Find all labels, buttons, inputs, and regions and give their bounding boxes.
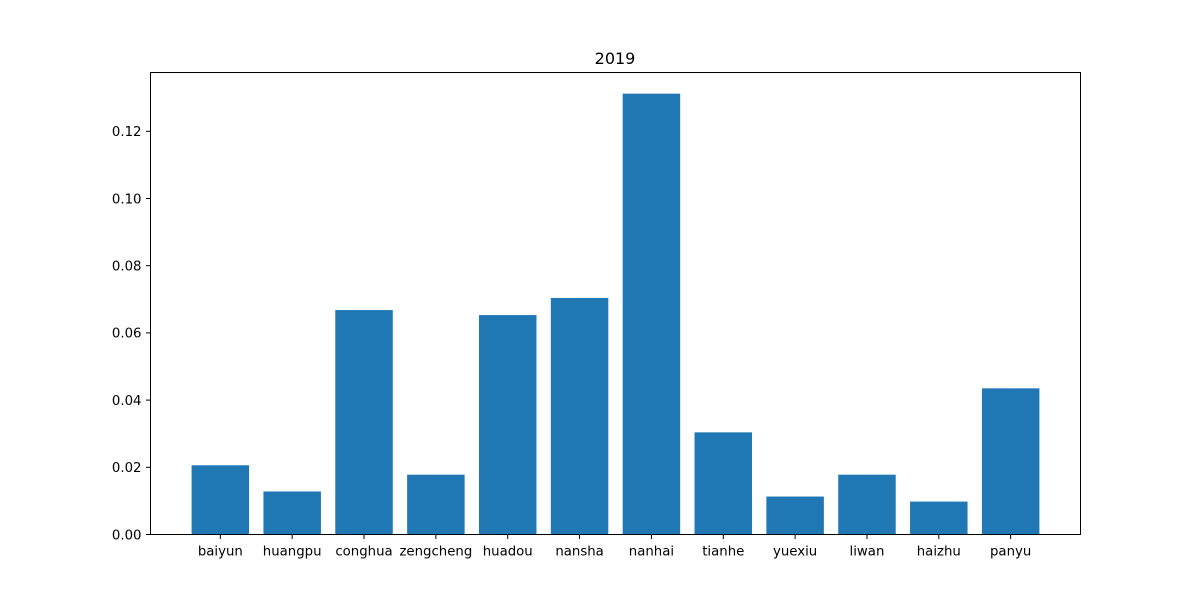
x-tick-label: yuexiu — [773, 545, 817, 560]
x-tick-label: nanhai — [629, 545, 674, 560]
bar-tianhe — [694, 432, 753, 535]
x-tick-label: huadou — [483, 545, 533, 560]
bar-huadou — [478, 315, 537, 535]
x-tick-label: panyu — [990, 545, 1031, 560]
bar-baiyun — [191, 465, 250, 535]
bar-huangpu — [263, 491, 321, 535]
x-tick-label: haizhu — [917, 545, 961, 560]
bar-panyu — [981, 388, 1040, 535]
bar-zengcheng — [407, 474, 465, 535]
chart-title: 2019 — [595, 49, 636, 68]
x-tick-label: nansha — [555, 545, 604, 560]
y-tick-label: 0.08 — [112, 260, 142, 275]
y-tick-label: 0.06 — [112, 327, 142, 342]
y-tick-label: 0.10 — [112, 192, 142, 207]
bar-haizhu — [910, 501, 968, 535]
y-tick-label: 0.00 — [112, 528, 142, 543]
x-axis: baiyun huangpu conghua zengcheng huadou nansh… — [198, 534, 1031, 560]
bar-liwan — [838, 474, 896, 535]
x-tick-label: tianhe — [702, 545, 744, 560]
x-tick-label: baiyun — [198, 545, 243, 560]
bar-conghua — [335, 310, 393, 535]
y-axis: 0.00 0.02 0.04 0.06 0.08 0.10 0.12 — [112, 125, 151, 543]
bars-group — [191, 93, 1040, 535]
x-tick-label: liwan — [850, 545, 885, 560]
x-tick-label: huangpu — [263, 545, 322, 560]
bar-yuexiu — [766, 496, 824, 535]
y-tick-label: 0.02 — [112, 461, 142, 476]
y-tick-label: 0.04 — [112, 394, 142, 409]
plot-frame — [150, 72, 1081, 535]
y-tick-label: 0.12 — [112, 125, 142, 140]
x-tick-label: zengcheng — [399, 545, 472, 560]
x-tick-label: conghua — [335, 545, 392, 560]
bar-nanhai — [622, 93, 681, 535]
bar-nansha — [550, 297, 609, 535]
